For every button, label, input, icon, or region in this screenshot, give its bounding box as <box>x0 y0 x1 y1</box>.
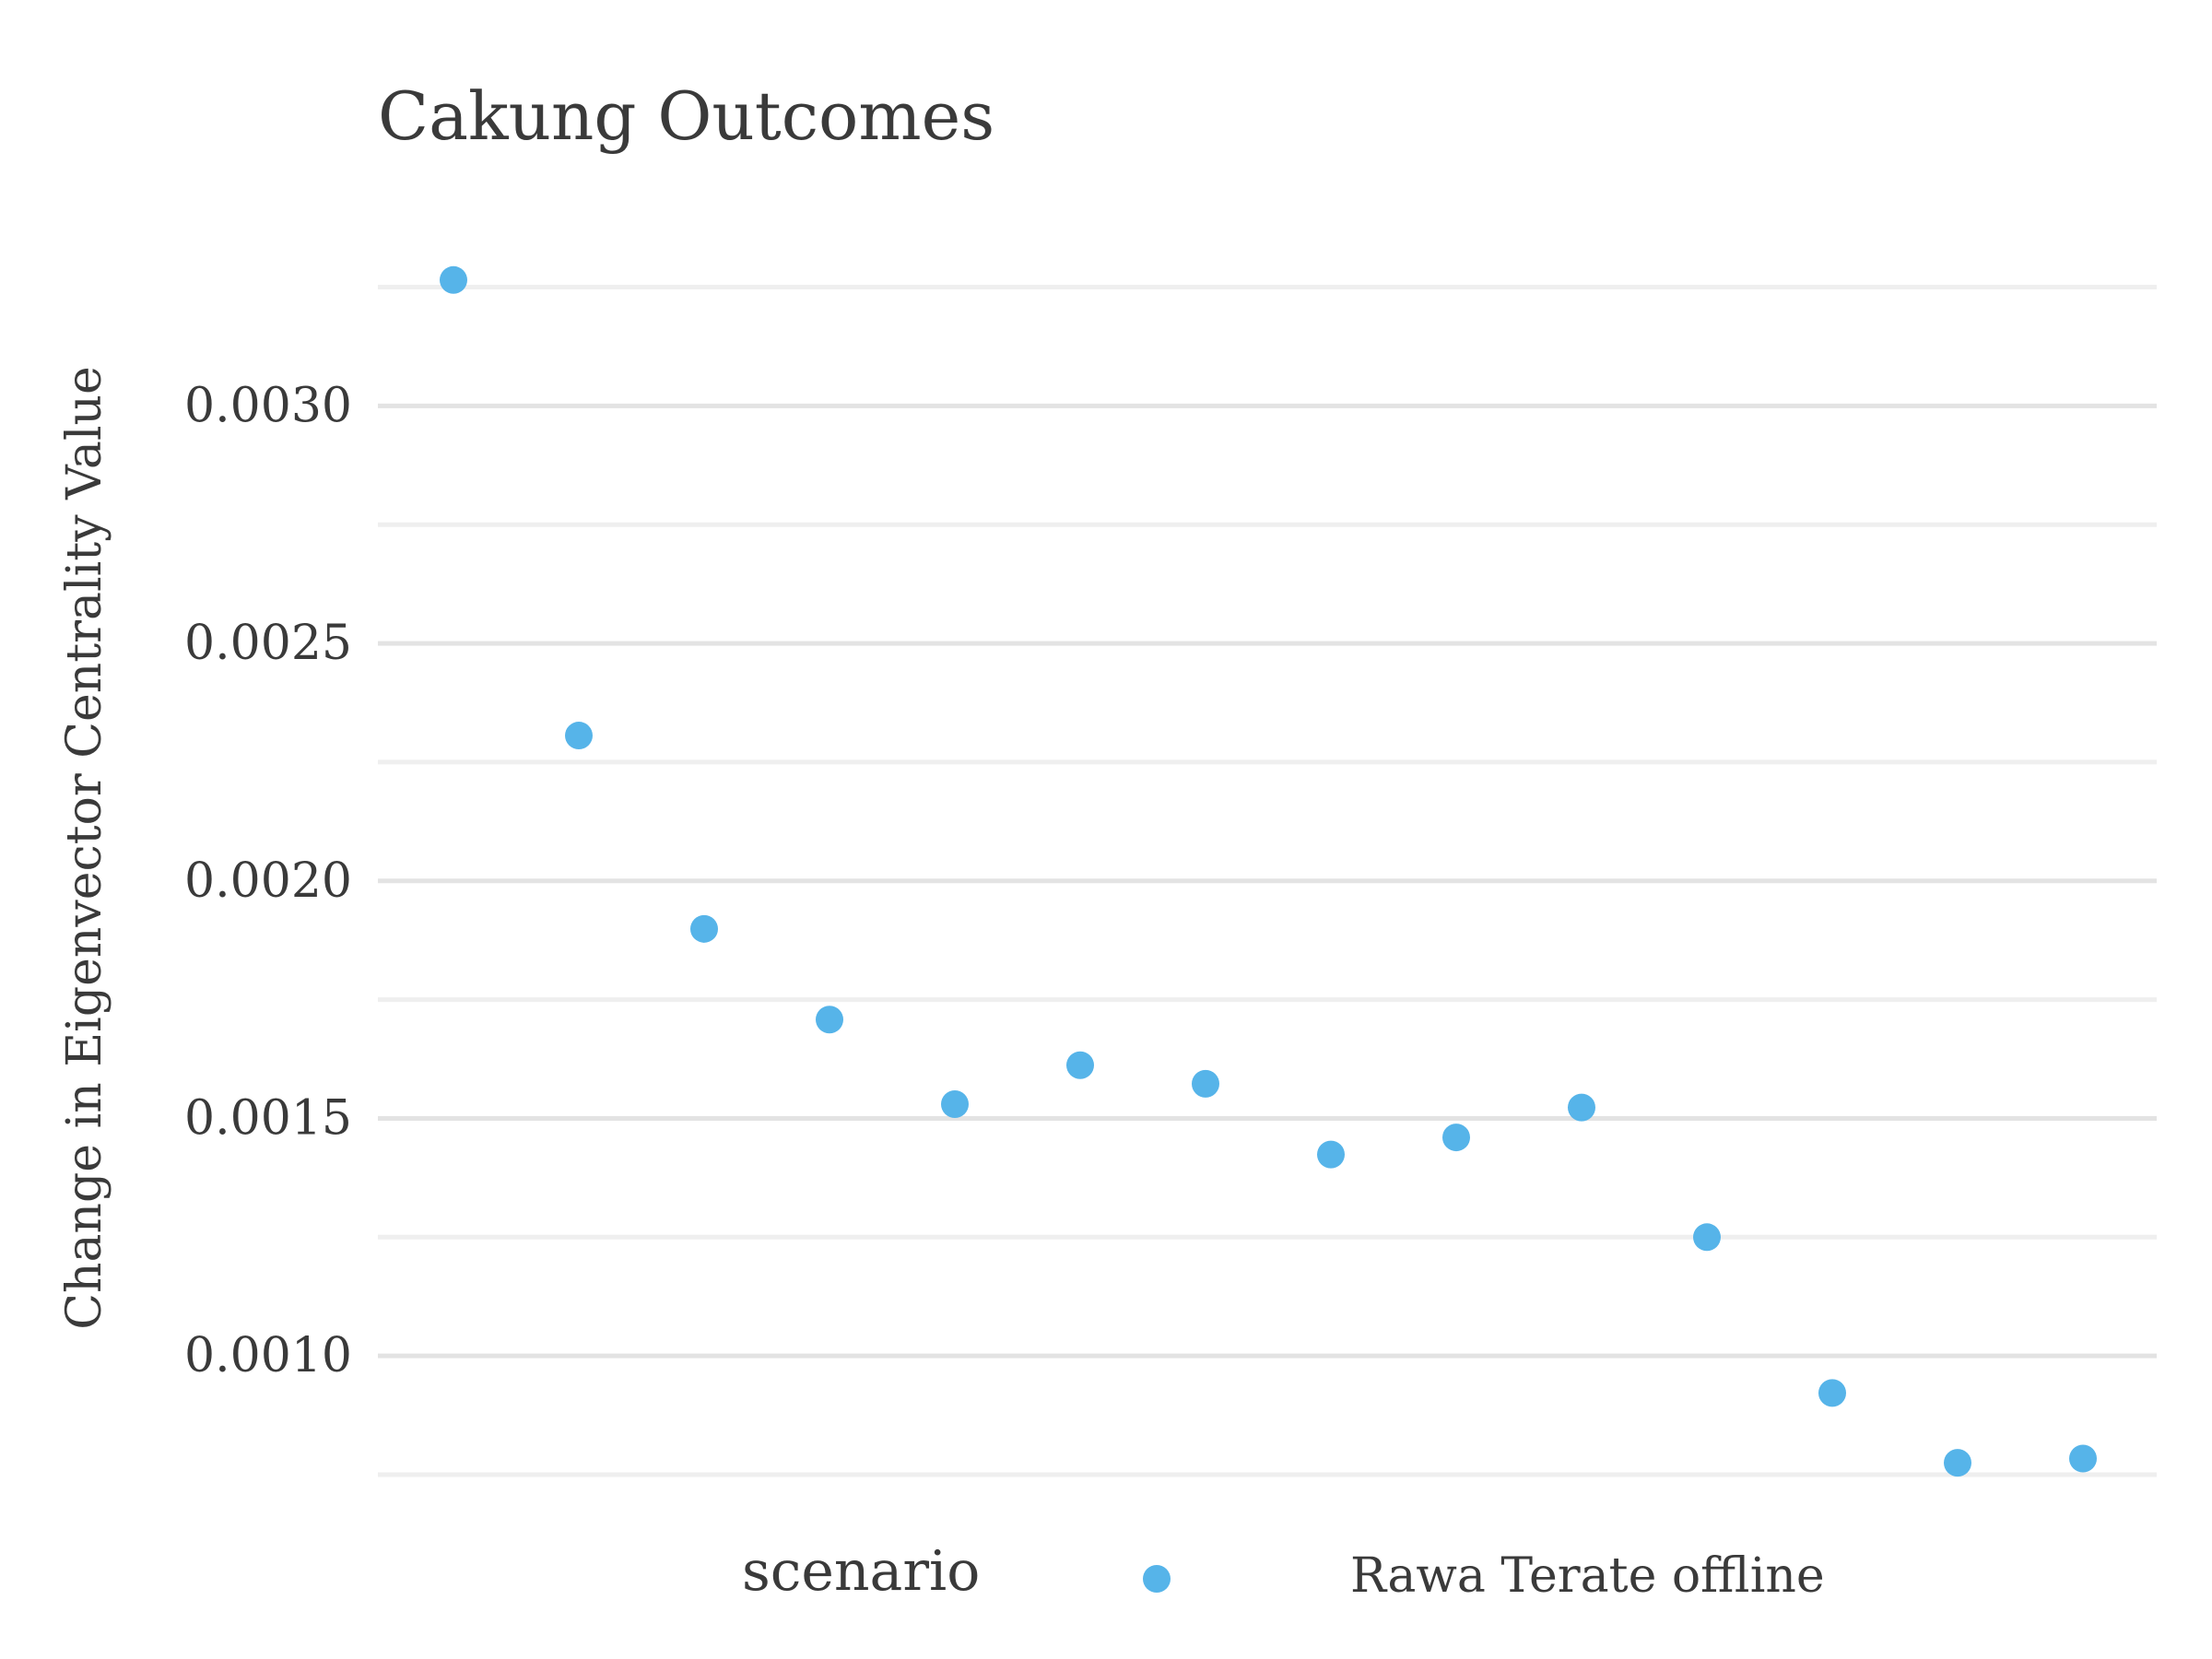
legend-label: Rawa Terate offline <box>1350 1548 1825 1604</box>
data-point <box>1818 1379 1846 1407</box>
data-point <box>2069 1444 2097 1473</box>
legend: scenario Rawa Terate offline <box>0 1539 2212 1622</box>
data-point <box>1944 1449 1971 1477</box>
data-point <box>941 1090 969 1118</box>
data-point <box>1442 1124 1470 1152</box>
data-point <box>1066 1051 1094 1079</box>
grid-lines <box>378 285 2157 1477</box>
data-points <box>440 265 2097 1477</box>
data-point <box>690 914 718 943</box>
data-point <box>565 722 593 750</box>
y-tick-label: 0.0020 <box>184 853 352 909</box>
data-point <box>816 1006 843 1034</box>
data-point <box>1568 1093 1595 1122</box>
y-tick-label: 0.0010 <box>184 1328 352 1383</box>
y-tick-labels: 0.0010 0.0015 0.0020 0.0025 0.0030 <box>184 378 352 1383</box>
legend-marker <box>1143 1565 1171 1593</box>
data-point <box>1192 1069 1219 1098</box>
data-point <box>1317 1140 1345 1169</box>
legend-title: scenario <box>742 1539 981 1604</box>
y-tick-label: 0.0030 <box>184 378 352 433</box>
y-tick-label: 0.0025 <box>184 616 352 671</box>
chart-title: Cakung Outcomes <box>378 77 995 155</box>
y-tick-label: 0.0015 <box>184 1090 352 1146</box>
data-point <box>1693 1223 1721 1252</box>
data-point <box>440 265 467 294</box>
